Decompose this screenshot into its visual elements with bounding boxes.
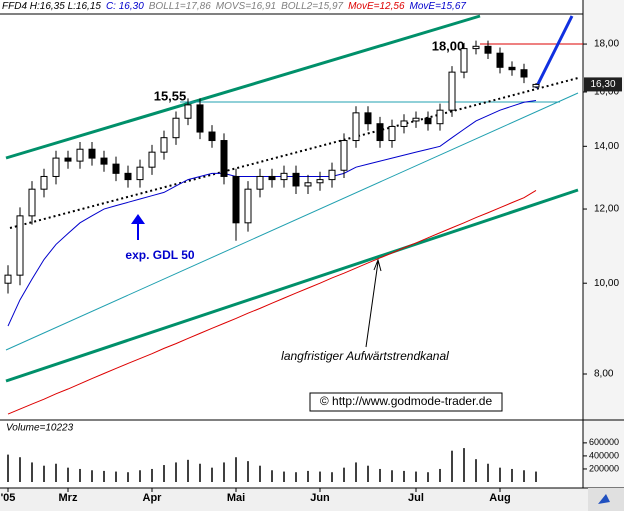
- candle-body: [52, 157, 60, 177]
- candle-body: [460, 48, 468, 73]
- volume-tick-label: 400000: [589, 450, 619, 460]
- candle-body: [472, 45, 480, 50]
- header-item: BOLL1=17,86: [148, 1, 211, 12]
- y-tick-label: 10,00: [594, 278, 619, 289]
- trend-line: [5, 92, 579, 351]
- candle-body: [40, 175, 48, 190]
- x-tick-label: Apr: [143, 492, 163, 504]
- candle-body: [328, 169, 336, 181]
- candle-body: [400, 120, 408, 127]
- header-item: FFD4 H:16,35 L:16,15: [2, 1, 101, 12]
- header: FFD4 H:16,35 L:16,15 C: 16,30 BOLL1=17,86 M…: [2, 1, 466, 12]
- x-tick-label: Jul: [408, 492, 424, 504]
- y-tick-label: 14,00: [594, 141, 619, 152]
- x-tick-label: Jun: [310, 492, 330, 504]
- annotation: exp. GDL 50: [125, 248, 194, 262]
- copyright: © http://www.godmode-trader.de: [320, 394, 493, 408]
- candle-body: [364, 112, 372, 125]
- header-item: MOVS=16,91: [215, 1, 277, 12]
- candle-body: [268, 175, 276, 181]
- candle-body: [136, 166, 144, 181]
- candle-body: [412, 117, 420, 122]
- annotation: 18,00: [432, 38, 465, 53]
- candle-body: [244, 188, 252, 224]
- y-tick-label: 8,00: [594, 369, 614, 380]
- last-price-label: 16,30: [590, 79, 615, 90]
- candle-body: [100, 157, 108, 165]
- trend-channel-lower: [5, 188, 579, 383]
- last-price-box: [584, 77, 622, 92]
- header-item: C: 16,30: [105, 1, 144, 12]
- candle-body: [28, 188, 36, 217]
- candle-body: [352, 112, 360, 142]
- candle-body: [172, 117, 180, 139]
- candle-body: [196, 104, 204, 133]
- header-item: MovE=15,67: [409, 1, 466, 12]
- candle-body: [256, 175, 264, 190]
- candle-body: [76, 148, 84, 162]
- x-tick-label: Aug: [489, 492, 510, 504]
- header-item: MovE=12,56: [348, 1, 405, 12]
- candle-body: [448, 71, 456, 111]
- tool-icon: [598, 494, 610, 504]
- candle-body: [520, 69, 528, 78]
- candle-body: [220, 140, 228, 177]
- candle-body: [496, 52, 504, 68]
- header-item: BOLL2=15,97: [281, 1, 344, 12]
- candle-body: [484, 45, 492, 54]
- forecast-arrow: [534, 15, 574, 89]
- candle-body: [292, 172, 300, 187]
- volume-tick-label: 600000: [589, 437, 619, 447]
- pointer-arrow: [131, 214, 145, 240]
- candle-body: [88, 148, 96, 159]
- candle-body: [436, 109, 444, 125]
- candle-body: [64, 157, 72, 162]
- candle-body: [508, 66, 516, 71]
- candle-body: [280, 172, 288, 181]
- candle-body: [532, 83, 540, 88]
- candle-body: [376, 123, 384, 142]
- y-tick-label: 12,00: [594, 204, 619, 215]
- moving-average: [7, 190, 537, 415]
- candle-body: [160, 137, 168, 153]
- x-tick-label: '05: [1, 492, 16, 504]
- volume-label: Volume=10223: [6, 423, 74, 434]
- x-tick-label: Mrz: [59, 492, 78, 504]
- trendlines: [5, 14, 583, 383]
- candle-body: [184, 104, 192, 119]
- time-axis: [0, 488, 624, 511]
- y-tick-label: 18,00: [594, 39, 619, 50]
- candle-body: [316, 179, 324, 184]
- candle-body: [340, 140, 348, 171]
- annotation: 15,55: [154, 88, 187, 103]
- candle-body: [304, 182, 312, 187]
- candle-body: [4, 274, 12, 284]
- axis-strip: [583, 0, 624, 511]
- candle-body: [148, 151, 156, 168]
- candle-body: [232, 175, 240, 224]
- annotation: langfristiger Aufwärtstrendkanal: [281, 349, 449, 363]
- candle-body: [424, 117, 432, 125]
- candle-body: [124, 172, 132, 181]
- x-tick-label: Mai: [227, 492, 245, 504]
- candle-body: [208, 131, 216, 142]
- volume-tick-label: 200000: [589, 463, 619, 473]
- candle-body: [16, 215, 24, 276]
- trend-channel-upper: [5, 14, 481, 160]
- candle-body: [388, 125, 396, 142]
- y-tick-label: 16,00: [594, 87, 619, 98]
- pointer-arrow: [365, 258, 382, 348]
- copyright-box: [309, 392, 503, 412]
- candle-body: [112, 163, 120, 174]
